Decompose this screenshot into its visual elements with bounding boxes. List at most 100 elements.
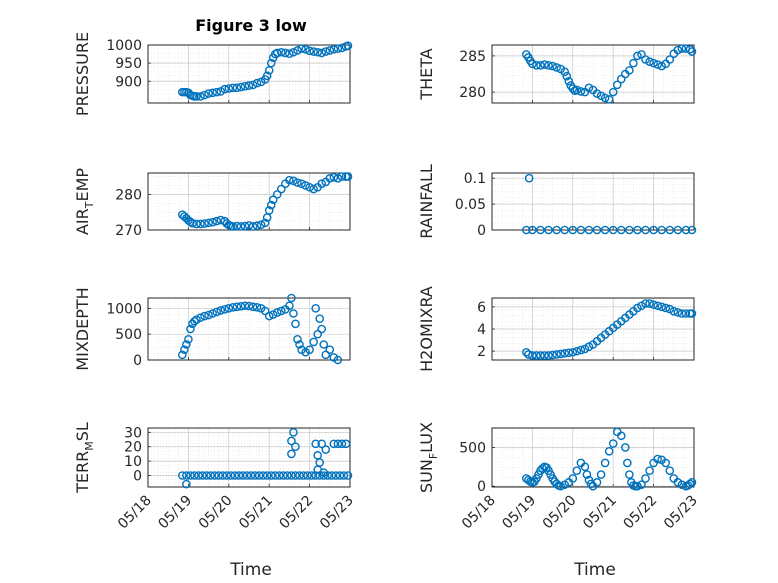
data-point (293, 46, 302, 55)
data-point (291, 442, 300, 452)
data-point (266, 58, 276, 68)
data-point (200, 219, 209, 228)
data-point (343, 172, 353, 181)
data-point (184, 335, 193, 344)
data-point (544, 225, 553, 235)
data-point (621, 443, 630, 452)
data-point (307, 471, 316, 480)
data-point (260, 306, 270, 316)
data-point (528, 225, 537, 235)
data-point (218, 471, 228, 480)
data-point (228, 83, 238, 93)
data-point (311, 439, 320, 449)
data-point (204, 218, 213, 228)
data-point (584, 225, 594, 235)
data-point (182, 471, 191, 480)
data-point (657, 302, 666, 312)
data-point (254, 471, 264, 480)
y-tick-label: 0.1 (464, 171, 486, 187)
data-point (319, 468, 329, 477)
data-point (333, 439, 343, 449)
data-point (687, 47, 697, 56)
data-point (544, 351, 553, 360)
data-point (208, 309, 217, 318)
data-point (220, 84, 230, 94)
data-point (552, 63, 561, 72)
data-point (544, 61, 553, 70)
data-point (600, 458, 610, 468)
data-point (287, 436, 296, 446)
data-point (317, 324, 327, 334)
data-point (252, 78, 262, 88)
data-point (536, 351, 545, 360)
data-point (303, 471, 312, 480)
data-point (319, 340, 329, 349)
data-point (192, 315, 201, 325)
data-point (214, 471, 223, 480)
data-point (673, 225, 683, 235)
data-point (287, 471, 296, 480)
data-point (604, 446, 614, 456)
data-point (685, 45, 695, 54)
data-point (244, 221, 254, 230)
data-point (228, 302, 238, 312)
data-point (608, 87, 618, 97)
y-tick-label: 280 (459, 85, 486, 101)
panel-rainfall: 0 0.05 0.1 RAINFALL (417, 164, 697, 239)
data-point (206, 471, 215, 480)
data-point (210, 471, 219, 480)
data-point (309, 337, 318, 347)
data-point (208, 88, 217, 98)
data-point (641, 474, 650, 483)
data-point (190, 471, 199, 480)
data-point (325, 174, 335, 183)
data-point (665, 55, 675, 64)
data-point (576, 225, 586, 235)
data-point (325, 46, 335, 55)
data-point (669, 306, 679, 316)
data-point (178, 471, 187, 480)
data-point (608, 225, 618, 235)
data-point (268, 310, 278, 319)
data-point (295, 471, 304, 480)
data-point (600, 93, 610, 103)
data-point (645, 466, 654, 475)
data-point (625, 66, 634, 75)
data-point (178, 350, 187, 360)
axes-box (147, 172, 351, 231)
y-tick-label: 0 (477, 223, 486, 239)
data-point (556, 349, 565, 359)
data-point (331, 471, 341, 480)
data-point (240, 221, 250, 231)
data-point (266, 471, 276, 480)
y-tick-label: 285 (459, 49, 486, 65)
data-point (258, 471, 268, 480)
panel-h2omixra: 2 4 6 H2OMIXRA (417, 286, 697, 372)
y-axis-label: THETA (417, 48, 436, 100)
data-point (337, 172, 347, 181)
data-point (629, 58, 638, 68)
data-point (311, 471, 320, 480)
data-point (182, 340, 191, 349)
data-point (572, 466, 582, 475)
data-point (568, 84, 578, 93)
data-point (321, 350, 331, 360)
data-point (285, 175, 294, 185)
data-point (194, 471, 203, 480)
data-point (182, 479, 191, 489)
data-point (341, 439, 351, 449)
data-point (305, 46, 314, 56)
data-point (552, 350, 561, 359)
data-point (687, 309, 697, 318)
data-point (576, 345, 586, 355)
data-point (285, 49, 294, 59)
data-point (645, 299, 654, 308)
data-point (568, 347, 578, 357)
data-point (192, 219, 201, 229)
data-point (220, 305, 230, 314)
data-point (305, 345, 314, 354)
data-point (637, 480, 646, 489)
data-point (560, 67, 570, 77)
panel-air-temp: 270 280 AIRTEMP (73, 168, 353, 239)
